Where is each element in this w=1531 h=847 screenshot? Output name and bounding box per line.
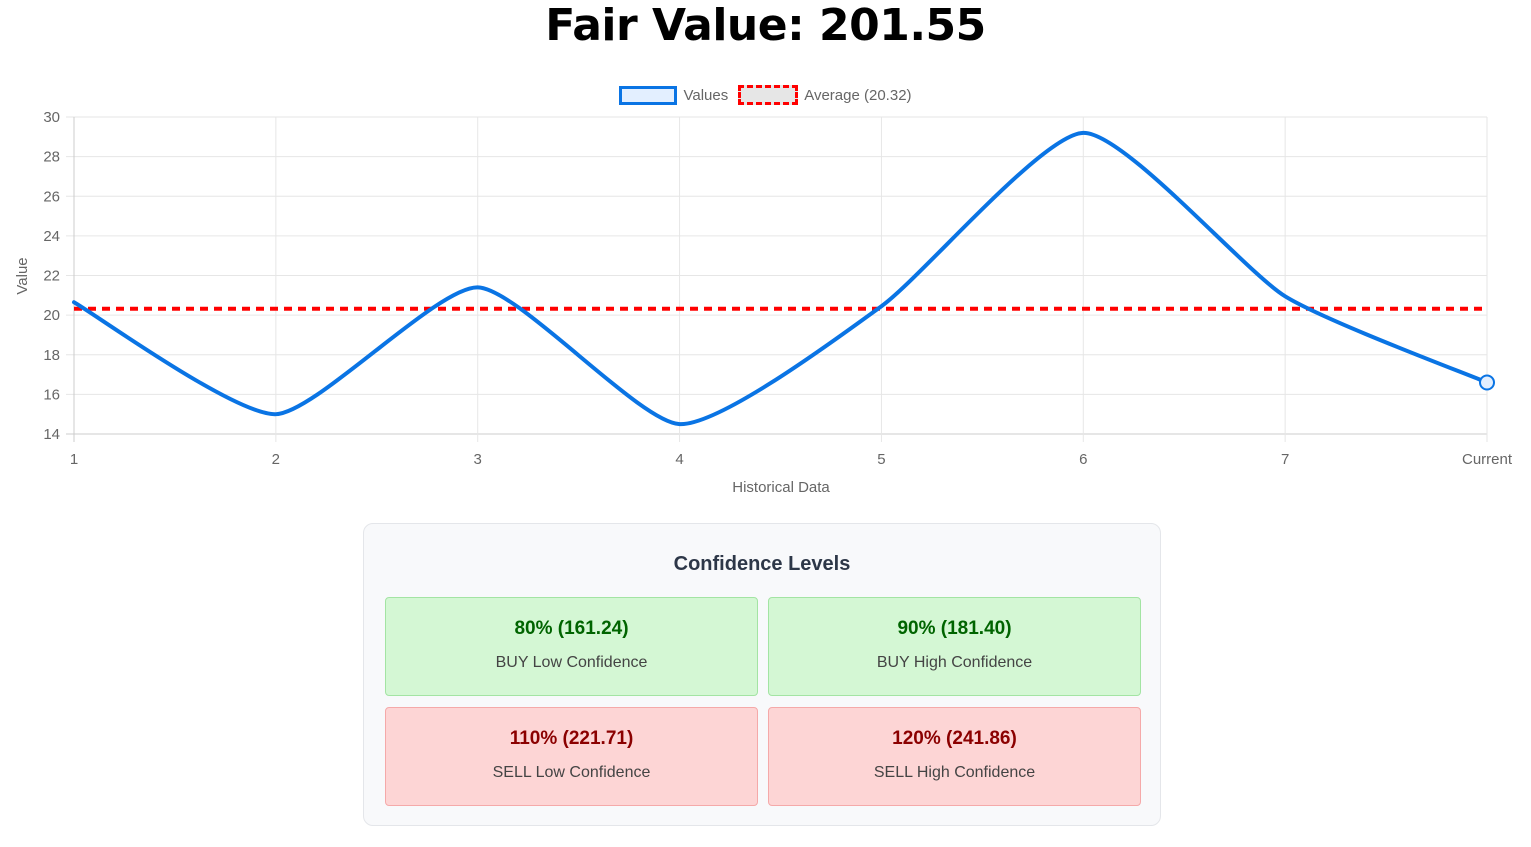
- x-axis-ticks: 1 2 3 4 5 6 7 Current: [70, 451, 1513, 468]
- values-line: [72, 130, 1489, 427]
- x-tick-label: 1: [70, 451, 78, 468]
- legend-item-average[interactable]: Average (20.32): [738, 85, 912, 105]
- buy-high-confidence-card: 90% (181.40) BUY High Confidence: [768, 597, 1141, 696]
- y-tick-label: 24: [43, 228, 60, 245]
- average-swatch-icon: [738, 85, 799, 105]
- y-tick-label: 26: [43, 188, 60, 205]
- card-value: 90% (181.40): [897, 618, 1012, 639]
- page-title: Fair Value: 201.55: [545, 0, 986, 51]
- card-value: 120% (241.86): [892, 728, 1017, 749]
- confidence-levels-panel: Confidence Levels 80% (161.24) BUY Low C…: [363, 523, 1161, 826]
- x-tick-label: 3: [474, 451, 482, 468]
- chart-legend: Values Average (20.32): [0, 85, 1531, 105]
- confidence-cards-grid: 80% (161.24) BUY Low Confidence 90% (181…: [385, 597, 1141, 806]
- legend-item-values[interactable]: Values: [619, 85, 729, 105]
- x-tick-label: 4: [675, 451, 683, 468]
- buy-low-confidence-card: 80% (161.24) BUY Low Confidence: [385, 597, 758, 696]
- x-tick-label: 7: [1281, 451, 1289, 468]
- x-tick-label: 2: [272, 451, 280, 468]
- sell-high-confidence-card: 120% (241.86) SELL High Confidence: [768, 707, 1141, 806]
- confidence-levels-title: Confidence Levels: [673, 553, 851, 575]
- values-swatch-icon: [619, 85, 678, 105]
- y-tick-label: 28: [43, 149, 60, 166]
- y-tick-label: 20: [43, 307, 60, 324]
- current-data-point[interactable]: [1479, 374, 1495, 391]
- y-tick-label: 22: [43, 268, 60, 285]
- card-label: BUY Low Confidence: [495, 654, 648, 671]
- x-tick-label: 5: [877, 451, 885, 468]
- y-tick-label: 30: [43, 109, 60, 126]
- y-tick-label: 18: [43, 347, 60, 364]
- x-tick-label: Current: [1462, 451, 1513, 468]
- card-label: SELL High Confidence: [873, 764, 1036, 781]
- card-label: SELL Low Confidence: [492, 764, 651, 781]
- x-tick-label: 6: [1079, 451, 1087, 468]
- card-value: 110% (221.71): [509, 728, 634, 749]
- card-label: BUY High Confidence: [876, 654, 1033, 671]
- y-tick-label: 16: [43, 386, 60, 403]
- sell-low-confidence-card: 110% (221.71) SELL Low Confidence: [385, 707, 758, 806]
- legend-label-average: Average (20.32): [804, 86, 912, 104]
- y-axis-label: Value: [14, 257, 31, 294]
- y-tick-label: 14: [43, 426, 60, 443]
- y-axis-ticks: 14 16 18 20 22 24 26 28 30: [43, 109, 60, 443]
- card-value: 80% (161.24): [514, 618, 629, 639]
- x-axis-label: Historical Data: [732, 479, 830, 496]
- legend-label-values: Values: [683, 86, 729, 104]
- chart-grid: [66, 116, 1488, 442]
